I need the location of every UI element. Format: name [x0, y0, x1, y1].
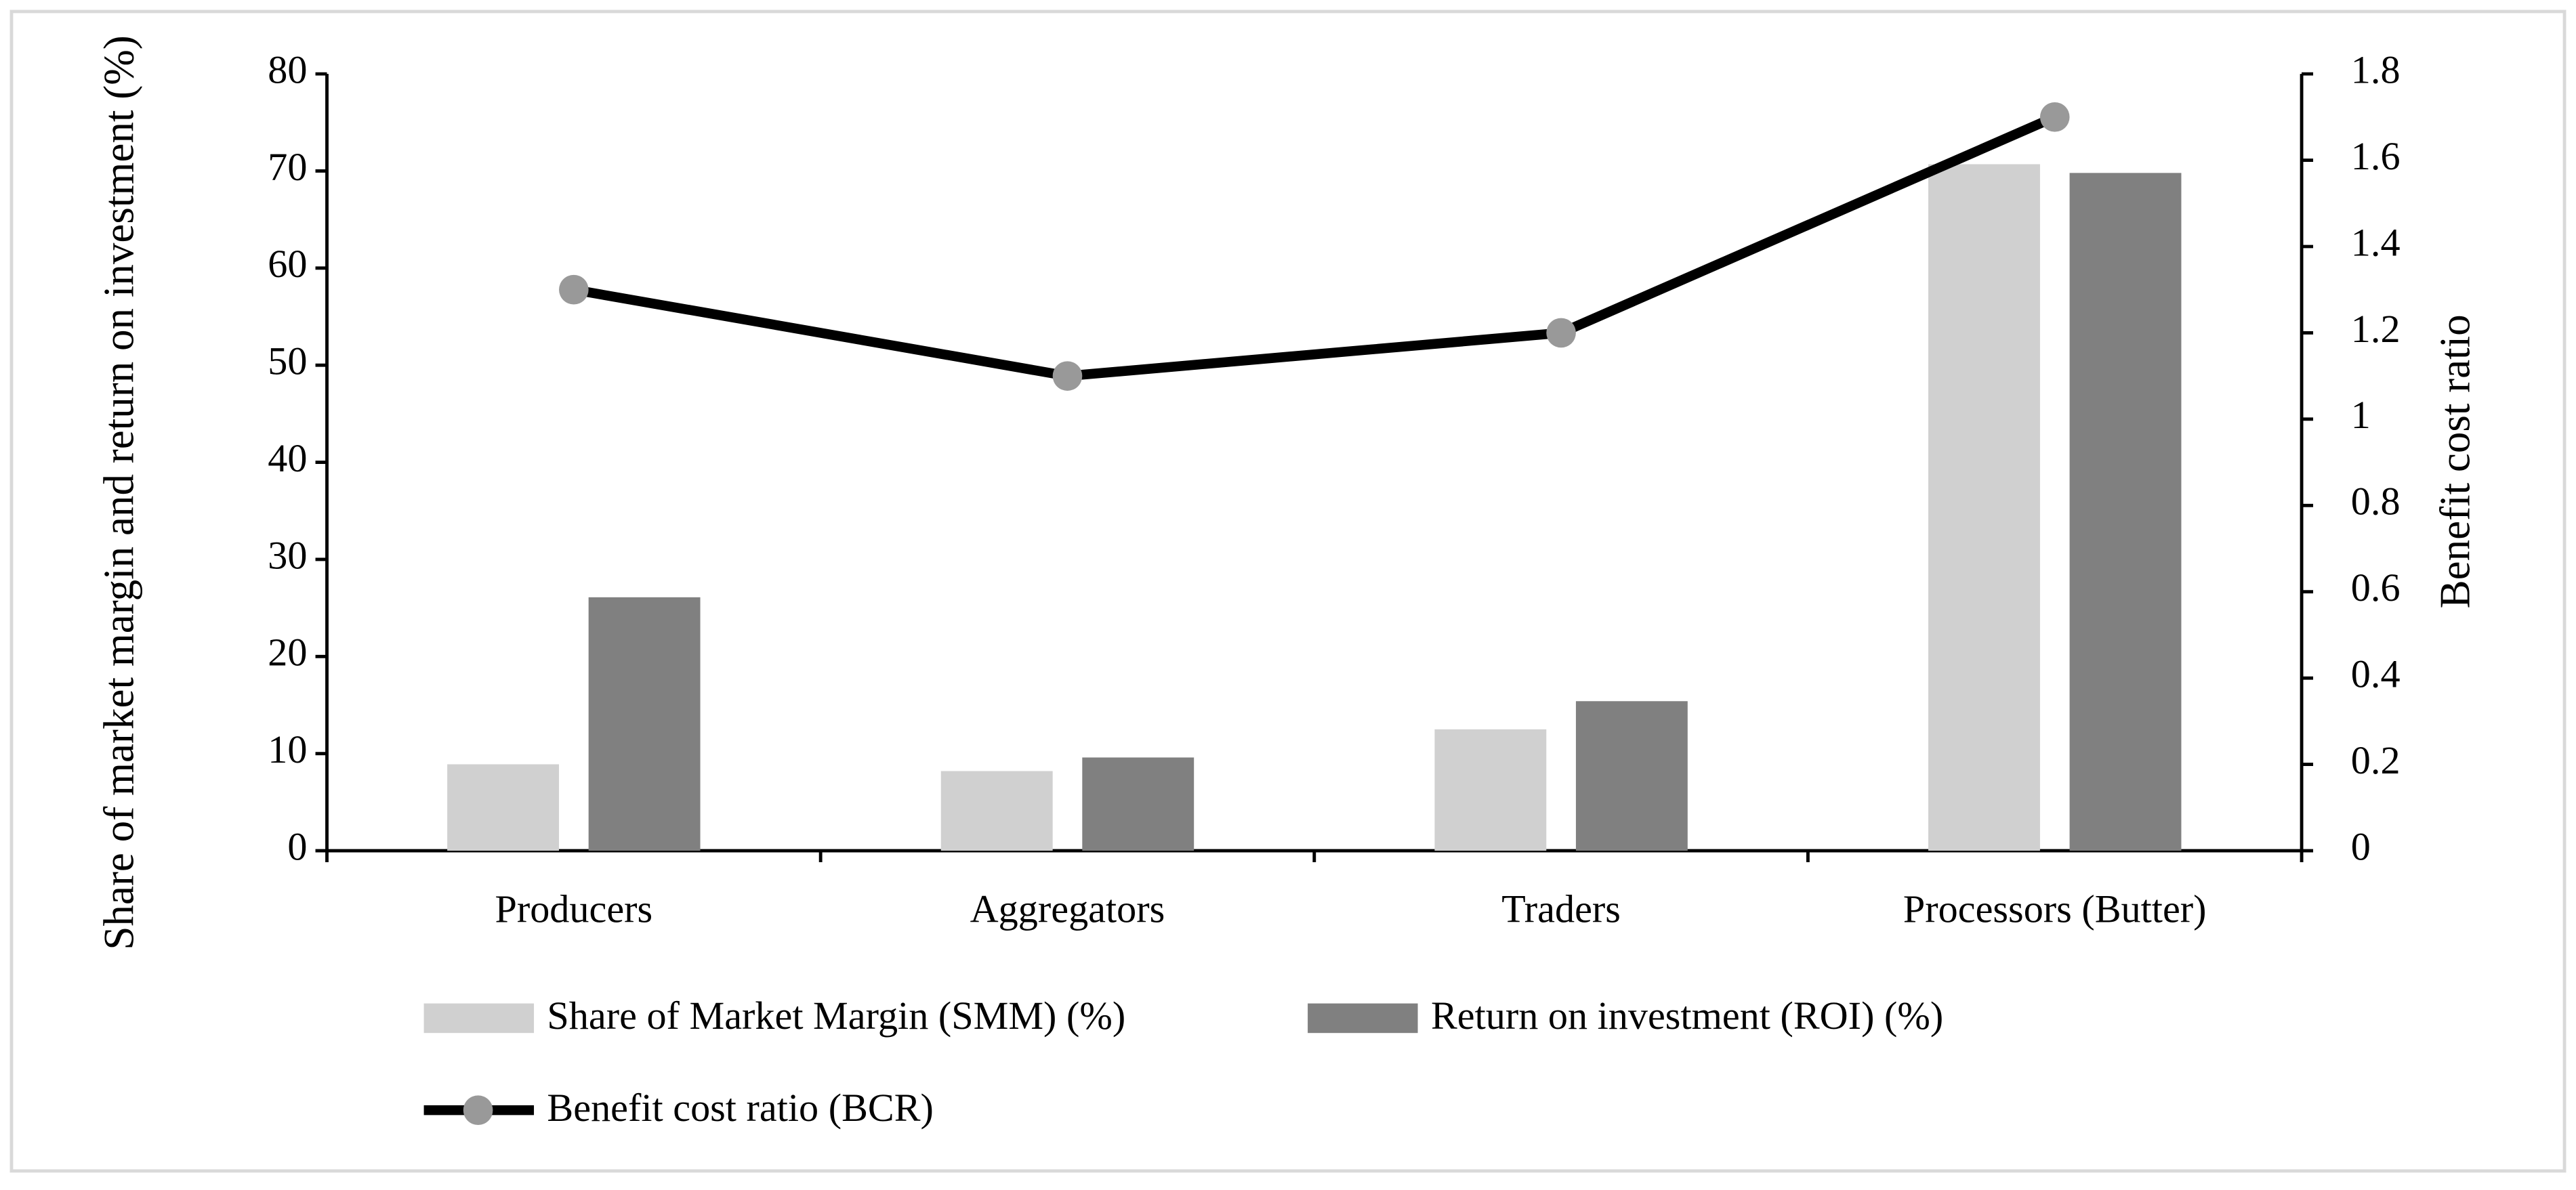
legend-label: Benefit cost ratio (BCR)	[547, 1086, 933, 1130]
y2-tick-label: 0.6	[2351, 566, 2401, 610]
y2-tick-label: 0	[2351, 824, 2371, 868]
y-tick-label: 60	[268, 242, 307, 286]
bar	[1082, 757, 1194, 851]
bar	[1928, 164, 2040, 851]
y2-tick-label: 1	[2351, 393, 2371, 437]
y2-tick-label: 0.2	[2351, 738, 2401, 782]
line	[573, 112, 2057, 381]
line-marker	[1052, 361, 1083, 391]
x-tick-label: Producers	[495, 887, 652, 931]
bar	[447, 764, 560, 851]
y-tick-label: 10	[268, 727, 307, 771]
legend-label: Return on investment (ROI) (%)	[1431, 994, 1943, 1038]
bar	[1575, 701, 1688, 851]
legend-label: Share of Market Margin (SMM) (%)	[547, 994, 1125, 1038]
x-tick-label: Traders	[1501, 887, 1621, 931]
line-marker	[2039, 102, 2070, 132]
bar	[1434, 729, 1547, 851]
bar	[940, 771, 1053, 851]
y-tick-label: 80	[268, 47, 307, 91]
y-tick-label: 50	[268, 339, 307, 383]
line-marker	[1546, 318, 1576, 348]
y2-tick-label: 1.8	[2351, 47, 2401, 91]
y-axis-title-group: Share of market margin and return on inv…	[95, 35, 143, 950]
chart-border	[9, 9, 2567, 1173]
y-axis-title-box: Share of market margin and return on inv…	[95, 35, 143, 950]
bar	[588, 597, 701, 851]
legend-marker	[463, 1095, 493, 1125]
x-tick-label: Aggregators	[970, 887, 1165, 931]
y-tick-label: 70	[268, 145, 307, 189]
bar	[2069, 173, 2182, 851]
legend-swatch	[1308, 1003, 1418, 1034]
line-marker	[559, 274, 589, 305]
y2-tick-label: 1.4	[2351, 220, 2401, 264]
y2-tick-label: 0.4	[2351, 652, 2401, 696]
legend-swatch	[423, 1003, 535, 1034]
y-tick-label: 30	[268, 533, 307, 577]
y-tick-label: 20	[268, 631, 307, 675]
y-axis-title: Share of market margin and return on inv…	[95, 35, 143, 950]
y2-axis-title: Benefit cost ratio	[2431, 314, 2478, 608]
y2-tick-label: 1.2	[2351, 307, 2401, 351]
y-tick-label: 40	[268, 436, 307, 480]
y2-tick-label: 1.6	[2351, 134, 2401, 178]
x-tick-label: Processors (Butter)	[1903, 887, 2207, 931]
y-tick-label: 0	[287, 824, 307, 868]
y2-tick-label: 0.8	[2351, 480, 2401, 524]
